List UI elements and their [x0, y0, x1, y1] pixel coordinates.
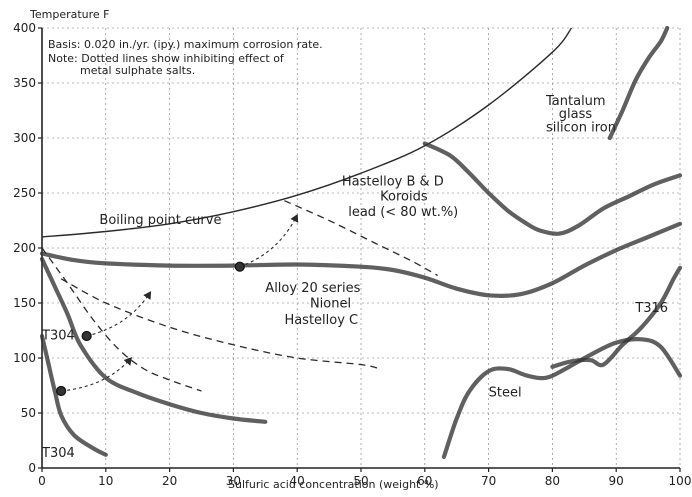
x-tick-label: 50	[353, 474, 368, 488]
marker-point	[234, 261, 245, 272]
series-layer	[39, 25, 683, 460]
curve-label: Hastelloy B & D	[342, 174, 444, 189]
curve-label: Nionel	[310, 296, 351, 311]
x-tick-label: 40	[290, 474, 305, 488]
series-low-range-curve-inhibited-line	[41, 247, 202, 392]
x-tick-label: 70	[481, 474, 496, 488]
curve-label: T316	[634, 301, 668, 316]
x-tick-label: 10	[98, 474, 113, 488]
curve-label: Steel	[489, 386, 522, 401]
note-line-2: Note: Dotted lines show inhibiting effec…	[48, 52, 285, 65]
y-tick-label: 150	[13, 296, 36, 310]
y-axis-title: Temperature F	[29, 8, 110, 21]
x-tick-label: 20	[162, 474, 177, 488]
marker-point	[56, 385, 67, 397]
note-line-1: Basis: 0.020 in./yr. (ipy.) maximum corr…	[48, 38, 323, 51]
axis-ticks: 0 50 100 150 200 250 300 350 400 0 10 20 30 40 50 60 70 8…	[13, 21, 691, 488]
x-tick-label: 30	[226, 474, 241, 488]
grid-lines	[42, 27, 681, 468]
y-tick-label: 200	[13, 241, 36, 255]
inhibition-arrow	[239, 214, 299, 268]
series-alloy-20-series-nionel-hastelloy-c-line	[39, 221, 683, 298]
x-tick-label: 100	[669, 474, 692, 488]
y-tick-label: 350	[13, 76, 36, 90]
x-tick-label: 60	[417, 474, 432, 488]
series-t304-line	[39, 256, 268, 424]
series-boiling-point-curve-line	[41, 27, 573, 238]
curve-label: T304	[41, 446, 75, 461]
x-tick-label: 80	[545, 474, 560, 488]
series-hastelloy-b-d-koroids-lead-80-wt-line	[422, 141, 683, 236]
series-steel-line	[441, 337, 683, 460]
y-tick-label: 300	[13, 131, 36, 145]
series-t316-line	[550, 265, 683, 369]
inhibition-arrow	[86, 291, 152, 337]
y-tick-label: 400	[13, 21, 36, 35]
y-tick-label: 250	[13, 186, 36, 200]
inhibition-arrows	[61, 214, 299, 392]
curve-label: glass	[559, 107, 593, 122]
curve-label: lead (< 80 wt.%)	[348, 205, 458, 220]
curve-label: Boiling point curve	[99, 213, 221, 228]
x-tick-label: 0	[38, 474, 46, 488]
y-tick-label: 100	[13, 351, 36, 365]
x-tick-label: 90	[609, 474, 624, 488]
series-t304-inhibited-line	[60, 278, 381, 370]
series-tantalum-glass-silicon-iron-line	[607, 25, 670, 141]
curve-label: Hastelloy C	[284, 313, 358, 328]
curve-label: Koroids	[380, 190, 428, 205]
x-axis-title: Sulfuric acid concentration (weight %)	[228, 478, 439, 491]
series-low-range-curve-line	[39, 333, 108, 457]
inhibition-arrow	[61, 357, 133, 392]
y-tick-label: 0	[28, 461, 36, 475]
y-tick-label: 50	[21, 406, 36, 420]
curve-label: silicon iron	[546, 120, 616, 135]
series-alloy-20-series-nionel-hastelloy-c-inhibited-line	[284, 200, 438, 277]
curve-label: T304	[41, 328, 75, 343]
markers	[56, 261, 245, 397]
curve-label: Alloy 20 series	[265, 281, 360, 296]
note-line-3: metal sulphate salts.	[80, 64, 195, 77]
curve-label: Tantalum	[545, 94, 606, 109]
marker-point	[81, 330, 92, 342]
